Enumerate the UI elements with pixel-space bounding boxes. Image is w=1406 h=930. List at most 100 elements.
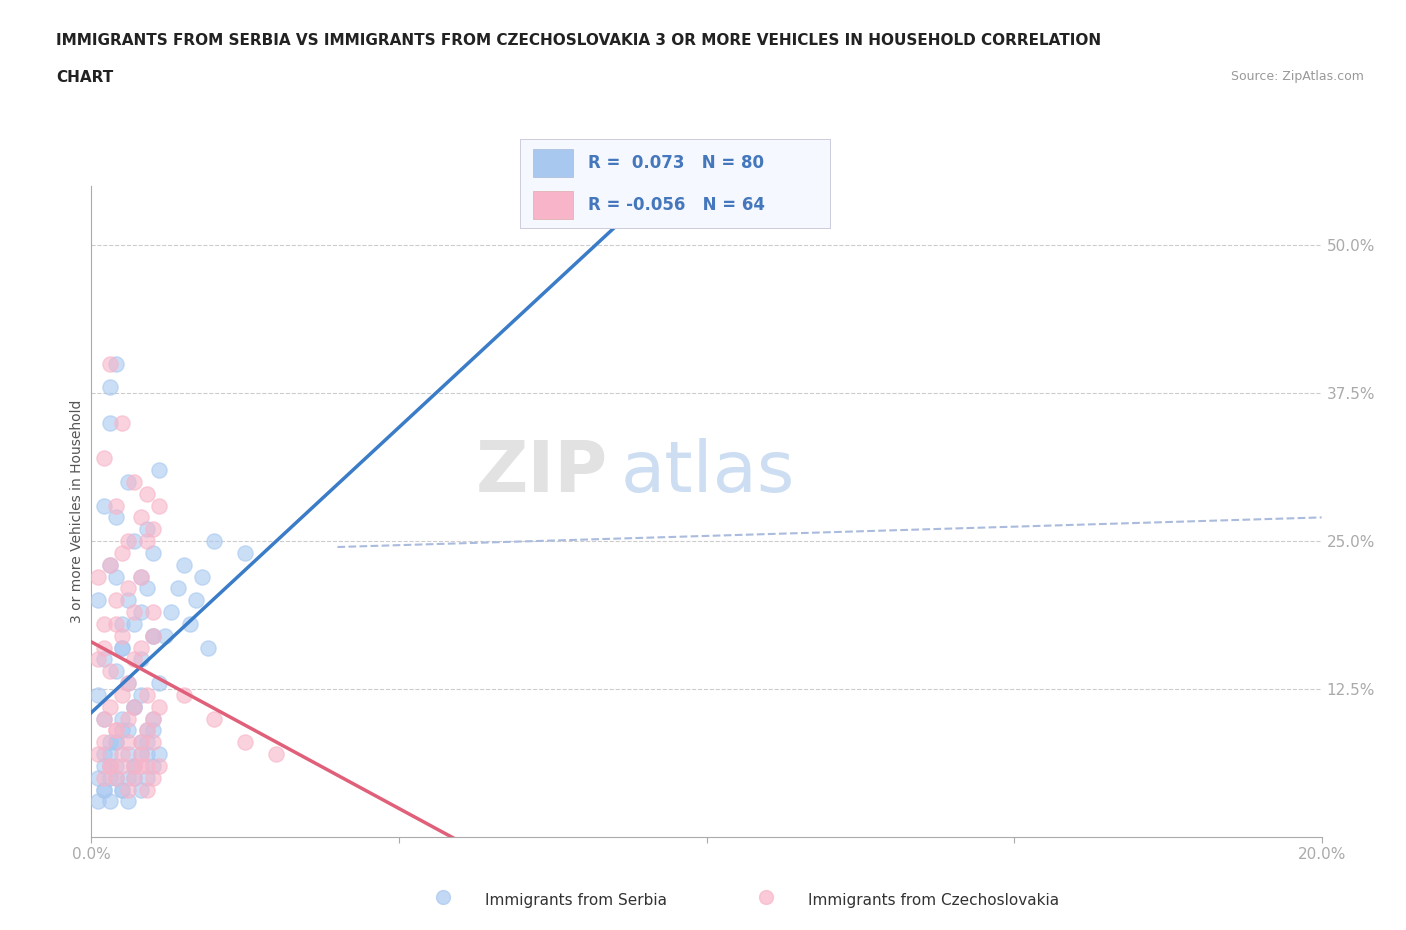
Text: CHART: CHART bbox=[56, 70, 114, 85]
Point bbox=[142, 711, 165, 726]
Point bbox=[135, 747, 157, 762]
Point bbox=[117, 474, 139, 489]
Point bbox=[117, 534, 139, 549]
Point bbox=[135, 759, 157, 774]
Point bbox=[142, 629, 165, 644]
Point bbox=[191, 569, 214, 584]
Point bbox=[111, 629, 134, 644]
Point bbox=[93, 652, 115, 667]
Point bbox=[93, 711, 115, 726]
Point bbox=[111, 687, 134, 702]
Point bbox=[117, 794, 139, 809]
Point bbox=[124, 699, 146, 714]
Point bbox=[135, 782, 157, 797]
Point bbox=[129, 604, 152, 619]
Point bbox=[93, 498, 115, 513]
Point bbox=[135, 687, 157, 702]
Point bbox=[142, 546, 165, 561]
Point bbox=[111, 782, 134, 797]
Point bbox=[98, 759, 121, 774]
Point bbox=[264, 747, 287, 762]
Text: Immigrants from Serbia: Immigrants from Serbia bbox=[485, 893, 666, 908]
Point bbox=[124, 534, 146, 549]
Point bbox=[93, 747, 115, 762]
Point bbox=[135, 486, 157, 501]
Point bbox=[111, 640, 134, 655]
Point bbox=[105, 592, 127, 607]
Point bbox=[124, 759, 146, 774]
Point bbox=[129, 735, 152, 750]
Text: IMMIGRANTS FROM SERBIA VS IMMIGRANTS FROM CZECHOSLOVAKIA 3 OR MORE VEHICLES IN H: IMMIGRANTS FROM SERBIA VS IMMIGRANTS FRO… bbox=[56, 33, 1101, 47]
Point bbox=[105, 770, 127, 785]
Point bbox=[86, 652, 108, 667]
Point bbox=[86, 687, 108, 702]
Point bbox=[98, 379, 121, 394]
Point bbox=[124, 604, 146, 619]
Point bbox=[135, 581, 157, 596]
Point bbox=[148, 747, 170, 762]
Point bbox=[129, 569, 152, 584]
Point bbox=[129, 569, 152, 584]
Point bbox=[105, 356, 127, 371]
Point bbox=[135, 522, 157, 537]
Point bbox=[202, 711, 225, 726]
Point bbox=[98, 416, 121, 431]
Point bbox=[142, 629, 165, 644]
Point bbox=[117, 676, 139, 691]
Y-axis label: 3 or more Vehicles in Household: 3 or more Vehicles in Household bbox=[70, 400, 84, 623]
Point bbox=[93, 735, 115, 750]
Text: Source: ZipAtlas.com: Source: ZipAtlas.com bbox=[1230, 70, 1364, 83]
Point bbox=[135, 723, 157, 737]
Point bbox=[111, 546, 134, 561]
Point bbox=[142, 735, 165, 750]
Point bbox=[105, 617, 127, 631]
Point bbox=[98, 759, 121, 774]
Point bbox=[129, 735, 152, 750]
Point bbox=[148, 759, 170, 774]
Point bbox=[105, 510, 127, 525]
Point bbox=[166, 581, 188, 596]
Point bbox=[135, 534, 157, 549]
Text: atlas: atlas bbox=[620, 438, 794, 507]
Point bbox=[86, 770, 108, 785]
Point bbox=[117, 723, 139, 737]
Point bbox=[129, 687, 152, 702]
Point bbox=[93, 782, 115, 797]
Point bbox=[111, 782, 134, 797]
Point bbox=[117, 592, 139, 607]
Point bbox=[117, 676, 139, 691]
Point bbox=[142, 711, 165, 726]
FancyBboxPatch shape bbox=[533, 149, 572, 178]
Point bbox=[93, 770, 115, 785]
Point bbox=[98, 770, 121, 785]
Point bbox=[148, 498, 170, 513]
Point bbox=[142, 604, 165, 619]
Point bbox=[233, 735, 256, 750]
Point bbox=[124, 699, 146, 714]
Point bbox=[160, 604, 183, 619]
Point bbox=[129, 652, 152, 667]
Point bbox=[197, 640, 219, 655]
Point bbox=[432, 890, 454, 905]
Point bbox=[86, 794, 108, 809]
Point bbox=[98, 735, 121, 750]
Point bbox=[105, 498, 127, 513]
Point bbox=[124, 474, 146, 489]
Point bbox=[93, 617, 115, 631]
Point bbox=[129, 640, 152, 655]
Point bbox=[233, 546, 256, 561]
Point bbox=[98, 557, 121, 572]
Point bbox=[148, 462, 170, 477]
Point bbox=[98, 664, 121, 679]
Point bbox=[111, 747, 134, 762]
Point bbox=[202, 534, 225, 549]
Point bbox=[117, 735, 139, 750]
Point bbox=[135, 735, 157, 750]
Point bbox=[111, 640, 134, 655]
Point bbox=[111, 759, 134, 774]
Point bbox=[105, 735, 127, 750]
Point bbox=[142, 759, 165, 774]
FancyBboxPatch shape bbox=[533, 191, 572, 219]
Point bbox=[98, 759, 121, 774]
Point bbox=[93, 640, 115, 655]
